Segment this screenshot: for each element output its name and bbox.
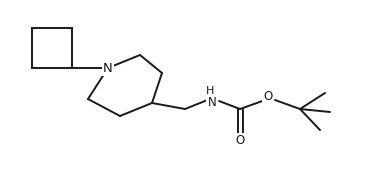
- Text: H: H: [206, 86, 214, 96]
- Text: O: O: [263, 90, 273, 104]
- Text: O: O: [235, 135, 245, 148]
- Text: N: N: [208, 95, 216, 109]
- Text: N: N: [103, 62, 113, 74]
